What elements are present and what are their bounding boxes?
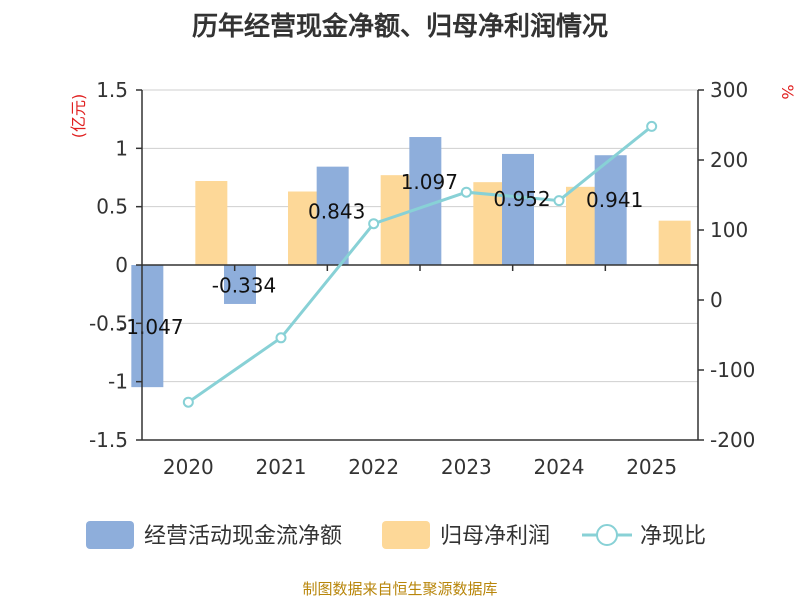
- net-profit-bar: [658, 220, 691, 265]
- cash-flow-bar: [224, 265, 256, 304]
- category-label: 2022: [348, 455, 399, 479]
- left-tick-label: 1: [115, 136, 128, 160]
- bar-value-label: 0.843: [308, 200, 365, 224]
- category-label: 2021: [256, 455, 307, 479]
- right-tick-label: -200: [710, 428, 755, 452]
- cash-flow-bar: [502, 153, 534, 265]
- cash-flow-bar: [594, 155, 627, 265]
- left-tick-label: -1: [108, 370, 128, 394]
- legend-label-ratio: 净现比: [640, 524, 706, 549]
- legend-swatch-cash-flow: [86, 521, 134, 549]
- bar-value-label: 0.941: [586, 188, 643, 212]
- right-axis-unit: %: [778, 84, 797, 99]
- ratio-point: [646, 120, 658, 132]
- ratio-point: [460, 186, 472, 198]
- ratio-point: [368, 218, 380, 230]
- legend-swatch-net-profit: [382, 521, 430, 549]
- left-axis-unit: (亿元): [69, 94, 88, 139]
- right-tick-label: -100: [710, 358, 755, 382]
- net-profit-bar: [195, 181, 228, 265]
- ratio-point: [182, 396, 194, 408]
- right-tick-label: 200: [710, 148, 748, 172]
- left-tick-label: 1.5: [96, 78, 128, 102]
- right-tick-label: 0: [710, 288, 723, 312]
- legend-label-net-profit: 归母净利润: [440, 524, 550, 549]
- category-label: 2024: [534, 455, 585, 479]
- bar-value-label: 0.952: [493, 187, 550, 211]
- category-label: 2025: [626, 455, 677, 479]
- cash-flow-bar: [316, 166, 349, 265]
- cash-flow-bar: [131, 265, 164, 388]
- left-tick-label: -1.5: [89, 428, 128, 452]
- ratio-polyline: [187, 125, 653, 404]
- data-labels: -1.047 -0.334 0.843 1.097 0.952 0.941: [119, 170, 643, 339]
- left-tick-label: 0: [115, 253, 128, 277]
- net-profit-bar: [566, 186, 598, 265]
- bar-value-label: -1.047: [119, 315, 183, 339]
- chart-title: 历年经营现金净额、归母净利润情况: [191, 12, 608, 42]
- bar-value-label: -0.334: [212, 273, 276, 297]
- bar-value-label: 1.097: [401, 170, 458, 194]
- left-tick-label: -0.5: [89, 311, 128, 335]
- right-tick-label: 100: [710, 218, 748, 242]
- axes: 1.5 1 0.5 0 -0.5 -1 -1.5 300 200 100 0 -100 -200 (亿元)…: [69, 78, 797, 479]
- net-profit-bar: [288, 191, 320, 265]
- legend-swatch-ratio-point: [596, 524, 618, 546]
- legend: 经营活动现金流净额 归母净利润 净现比: [86, 521, 706, 549]
- category-label: 2020: [163, 455, 214, 479]
- ratio-line: [182, 120, 658, 408]
- left-tick-label: 0.5: [96, 195, 128, 219]
- source-note: 制图数据来自恒生聚源数据库: [302, 580, 498, 598]
- ratio-point: [275, 332, 287, 344]
- ratio-point: [553, 195, 565, 207]
- right-tick-label: 300: [710, 78, 748, 102]
- legend-label-cash-flow: 经营活动现金流净额: [144, 524, 342, 549]
- category-label: 2023: [441, 455, 492, 479]
